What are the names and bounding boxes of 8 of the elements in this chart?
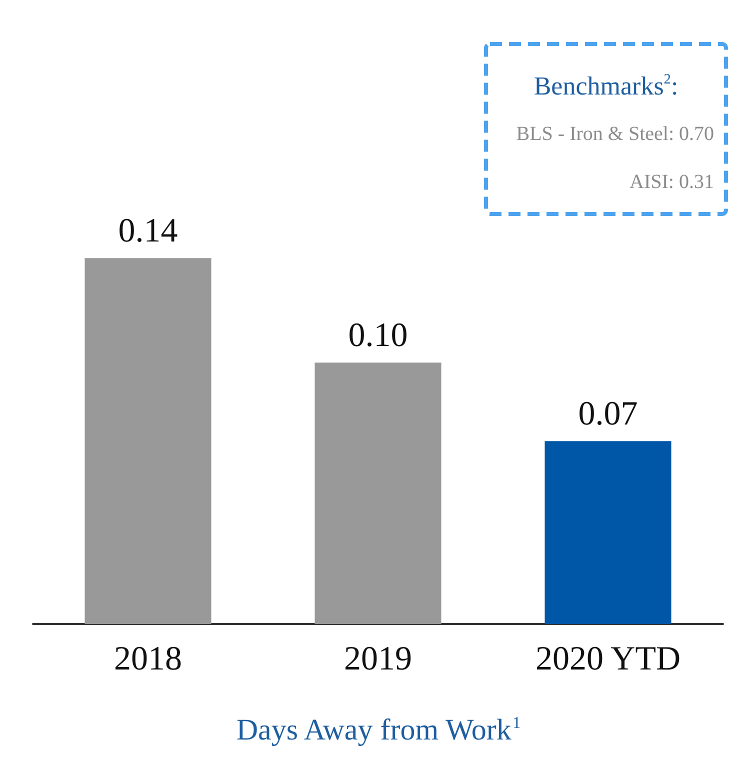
text: AISI: 0.31 xyxy=(630,171,714,193)
x-tick-label: 2018 xyxy=(114,640,182,678)
data-label: 0.07 xyxy=(578,396,638,433)
x-tick-label: 2020 YTD xyxy=(535,640,681,678)
data-label: 0.14 xyxy=(118,212,178,250)
x-tick-label: 2019 xyxy=(344,640,412,678)
text: BLS - Iron & Steel: 0.70 xyxy=(516,123,714,145)
data-label: 0.10 xyxy=(348,317,408,354)
